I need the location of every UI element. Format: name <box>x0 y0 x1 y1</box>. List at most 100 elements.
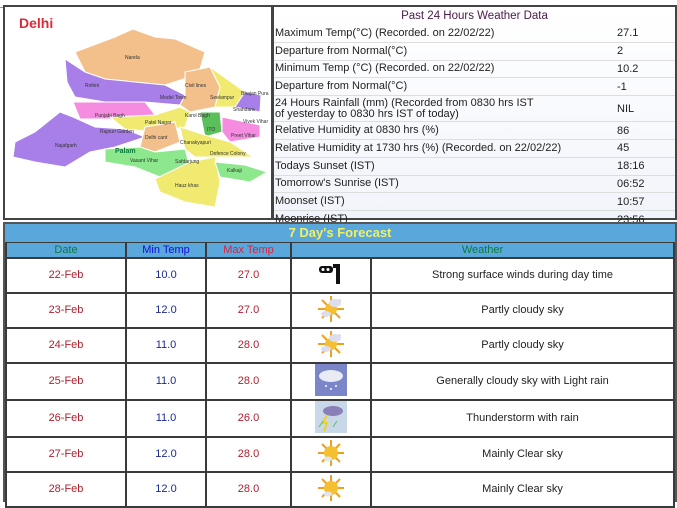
map-label: Vivek Vihar <box>243 119 268 125</box>
district-map: Narela Rohini Civil lines Model Town Seelamp… <box>12 28 269 208</box>
past-data-value: 86 <box>617 124 630 137</box>
map-label: Rohini <box>85 83 99 89</box>
past-data-value: NIL <box>617 102 635 115</box>
forecast-date: 28-Feb <box>5 470 127 508</box>
forecast-weather: Partly cloudy sky <box>370 291 675 329</box>
cloudy-light-rain-icon <box>290 361 372 401</box>
label-line: Maximum Temp(°C) (Recorded. on 22/02/22) <box>275 26 495 39</box>
map-label: Vasant Vihar <box>130 158 159 164</box>
past-data-value: 27.1 <box>617 27 639 40</box>
label-line: Moonset (IST) <box>275 195 345 208</box>
clear-sky-icon <box>290 470 372 508</box>
header-date: Date <box>5 242 127 259</box>
past-data-row: Moonset (IST) 10:57 <box>274 193 675 212</box>
past-data-value: 06:52 <box>617 177 645 190</box>
header-min-temp: Min Temp <box>125 242 207 259</box>
past-data-label: Maximum Temp(°C) (Recorded. on 22/02/22) <box>274 26 615 39</box>
past-data-label: Moonrise (IST) <box>274 214 615 225</box>
forecast-row: 28-Feb 12.0 28.0 Mainly Clear sky <box>5 470 675 508</box>
map-label: Model Town <box>160 95 187 101</box>
map-label: Defence Colony <box>210 151 246 157</box>
past-data-value: 45 <box>617 142 630 155</box>
map-label: Palam <box>115 148 136 155</box>
forecast-date: 25-Feb <box>5 361 127 401</box>
past-data-row: Todays Sunset (IST) 18:16 <box>274 158 675 176</box>
forecast-min-temp: 12.0 <box>125 470 207 508</box>
forecast-weather: Mainly Clear sky <box>370 435 675 473</box>
past-data-row: Relative Humidity at 1730 hrs (%) (Recor… <box>274 140 675 158</box>
past-24-hours-title: Past 24 Hours Weather Data <box>401 10 548 22</box>
past-data-label: Relative Humidity at 0830 hrs (%) <box>274 125 615 136</box>
past-24-hours-panel: Past 24 Hours Weather Data Maximum Temp(… <box>273 5 677 229</box>
past-data-value: -1 <box>617 80 627 93</box>
map-label: Rajouri Garden <box>100 129 134 135</box>
past-data-row: Relative Humidity at 0830 hrs (%) 86 <box>274 122 675 140</box>
district-south <box>154 156 221 208</box>
map-label: Bhajan Pura <box>241 91 269 97</box>
map-label: Hauz khas <box>175 183 199 189</box>
forecast-max-temp: 28.0 <box>205 326 292 364</box>
past-data-row: Departure from Normal(°C) -1 <box>274 78 675 97</box>
forecast-max-temp: 28.0 <box>205 361 292 401</box>
label-line: of yesterday to 0830 hrs IST of today) <box>275 107 459 120</box>
forecast-weather: Thunderstorm with rain <box>370 398 675 438</box>
header-weather: Weather <box>290 242 675 259</box>
forecast-row: 23-Feb 12.0 27.0 Partly cloudy sky <box>5 291 675 329</box>
map-label: Narela <box>125 55 140 61</box>
thunderstorm-rain-icon <box>290 398 372 438</box>
forecast-title: 7 Day's Forecast <box>5 224 675 242</box>
forecast-row: 27-Feb 12.0 28.0 Mainly Clear sky <box>5 435 675 473</box>
label-line: Relative Humidity at 0830 hrs (%) <box>275 124 439 137</box>
forecast-max-temp: 28.0 <box>205 435 292 473</box>
past-data-value: 18:16 <box>617 160 645 173</box>
map-label: Kalkaji <box>227 168 242 174</box>
district-east <box>221 116 261 143</box>
forecast-table: Date Min Temp Max Temp Weather 22-Feb 10… <box>5 242 675 508</box>
partly-cloudy-icon <box>290 291 372 329</box>
past-data-label: Departure from Normal(°C) <box>274 44 615 57</box>
forecast-weather: Generally cloudy sky with Light rain <box>370 361 675 401</box>
forecast-date: 24-Feb <box>5 326 127 364</box>
past-data-row: Maximum Temp(°C) (Recorded. on 22/02/22)… <box>274 25 675 43</box>
map-label: Patel Nagar <box>145 120 172 126</box>
forecast-min-temp: 12.0 <box>125 435 207 473</box>
delhi-map: Delhi Narela Rohini Civil lines Model Town S… <box>3 5 273 220</box>
forecast-weather: Mainly Clear sky <box>370 470 675 508</box>
past-data-label: Relative Humidity at 1730 hrs (%) (Recor… <box>274 142 615 154</box>
strong-wind-icon <box>290 256 372 294</box>
forecast-weather: Partly cloudy sky <box>370 326 675 364</box>
past-data-row: Departure from Normal(°C) 2 <box>274 43 675 61</box>
past-data-value: 10.2 <box>617 62 639 75</box>
district-shahdara <box>234 91 262 113</box>
map-labels: Narela Rohini Civil lines Model Town Seelamp… <box>55 55 269 189</box>
map-label: Najafgarh <box>55 143 77 149</box>
past-data-row: 24 Hours Rainfall (mm) (Recorded from 08… <box>274 96 675 123</box>
map-label: Safdarjung <box>175 159 199 165</box>
past-data-label: Minimum Temp (°C) (Recorded. on 22/02/22… <box>274 63 615 74</box>
past-data-row: Minimum Temp (°C) (Recorded. on 22/02/22… <box>274 61 675 79</box>
forecast-min-temp: 11.0 <box>125 326 207 364</box>
forecast-date: 23-Feb <box>5 291 127 329</box>
past-data-label: Todays Sunset (IST) <box>274 160 615 172</box>
forecast-date: 22-Feb <box>5 256 127 294</box>
map-label: Karol Bagh <box>185 113 210 119</box>
label-line: Tomorrow's Sunrise (IST) <box>275 177 399 190</box>
past-data-label: 24 Hours Rainfall (mm) (Recorded from 08… <box>274 97 615 120</box>
forecast-max-temp: 27.0 <box>205 291 292 329</box>
label-line: Departure from Normal(°C) <box>275 44 408 57</box>
district-southeast <box>179 126 255 158</box>
district-kalkaji <box>214 161 269 183</box>
forecast-max-temp: 27.0 <box>205 256 292 294</box>
header-max-temp: Max Temp <box>205 242 292 259</box>
map-label: Seelampur <box>210 95 235 101</box>
past-data-value: 2 <box>617 45 624 58</box>
past-data-row: Tomorrow's Sunrise (IST) 06:52 <box>274 176 675 194</box>
forecast-panel: 7 Day's Forecast Date Min Temp Max Temp … <box>3 222 677 508</box>
map-label: Chanakyapuri <box>180 140 211 146</box>
forecast-min-temp: 11.0 <box>125 398 207 438</box>
forecast-weather: Strong surface winds during day time <box>370 256 675 294</box>
past-data-value: 10:57 <box>617 195 645 208</box>
map-title: Delhi <box>19 15 54 31</box>
map-label: ITO <box>207 127 215 133</box>
map-label: Delhi cant <box>145 135 168 141</box>
